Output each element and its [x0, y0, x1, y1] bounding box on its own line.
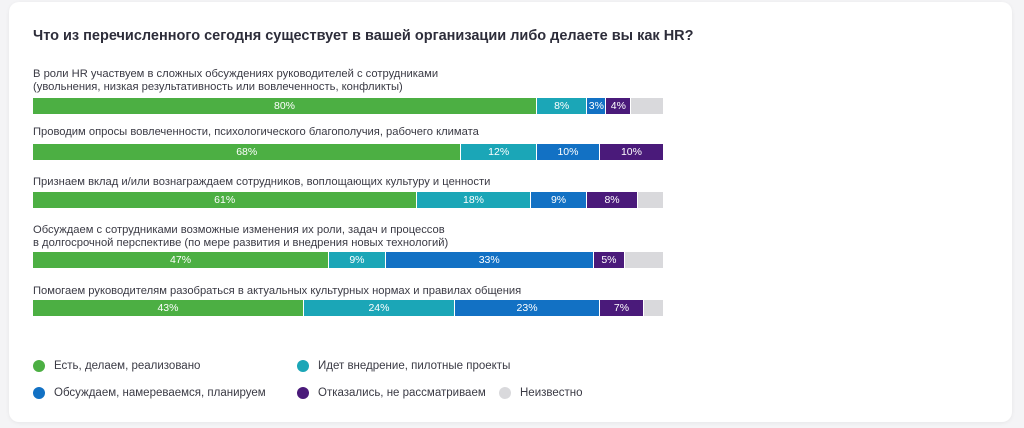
legend-dot-icon: [33, 360, 45, 372]
row-label: В роли HR участвуем в сложных обсуждения…: [33, 68, 439, 93]
stacked-bar: 43% 24% 23% 7%: [33, 300, 663, 316]
bar-segment: 9%: [329, 252, 386, 268]
row-label: Проводим опросы вовлеченности, психологи…: [33, 126, 479, 138]
legend-label: Обсуждаем, намереваемся, планируем: [54, 387, 266, 399]
bar-segment: 8%: [537, 98, 588, 114]
legend-label: Идет внедрение, пилотные проекты: [318, 360, 511, 372]
bar-segment: 61%: [33, 192, 418, 208]
legend-dot-icon: [499, 387, 511, 399]
legend-dot-icon: [33, 387, 45, 399]
bar-segment: 10%: [536, 144, 600, 160]
chart-title: Что из перечисленного сегодня существует…: [33, 28, 694, 44]
legend-label: Есть, делаем, реализовано: [54, 360, 201, 372]
legend-label: Отказались, не рассматриваем: [318, 387, 486, 399]
legend-item: Неизвестно: [499, 387, 583, 399]
row-label: Помогаем руководителям разобраться в акт…: [33, 285, 522, 297]
row-label: Признаем вклад и/или вознаграждаем сотру…: [33, 176, 491, 188]
row-label: Обсуждаем с сотрудниками возможные измен…: [33, 224, 449, 249]
stacked-bar: 80% 8% 3% 4%: [33, 98, 663, 114]
legend-dot-icon: [297, 387, 309, 399]
bar-segment: 43%: [33, 300, 304, 316]
bar-segment: [625, 252, 663, 268]
bar-segment: 10%: [599, 144, 663, 160]
legend-dot-icon: [297, 360, 309, 372]
bar-segment: [637, 192, 663, 208]
bar-segment: 23%: [455, 300, 600, 316]
legend-item: Есть, делаем, реализовано: [33, 360, 200, 372]
legend-item: Идет внедрение, пилотные проекты: [297, 360, 510, 372]
stacked-bar: 68% 12% 10% 10%: [33, 144, 663, 160]
bar-segment: 33%: [385, 252, 594, 268]
bar-segment: 68%: [33, 144, 462, 160]
bar-segment: 5%: [593, 252, 626, 268]
stacked-bar: 47% 9% 33% 5%: [33, 252, 663, 268]
bar-segment: 47%: [33, 252, 330, 268]
bar-segment: 4%: [606, 98, 632, 114]
bar-segment: 3%: [587, 98, 607, 114]
stacked-bar: 61% 18% 9% 8%: [33, 192, 663, 208]
bar-segment: 12%: [461, 144, 537, 160]
bar-segment: [644, 300, 663, 316]
legend-item: Обсуждаем, намереваемся, планируем: [33, 387, 266, 399]
legend-item: Отказались, не рассматриваем: [297, 387, 486, 399]
bar-segment: 9%: [530, 192, 588, 208]
chart-card: [9, 2, 1012, 422]
bar-segment: 8%: [587, 192, 638, 208]
bar-segment: [631, 98, 663, 114]
bar-segment: 7%: [599, 300, 645, 316]
legend-label: Неизвестно: [520, 387, 583, 399]
bar-segment: 24%: [303, 300, 456, 316]
bar-segment: 80%: [33, 98, 537, 114]
bar-segment: 18%: [417, 192, 531, 208]
